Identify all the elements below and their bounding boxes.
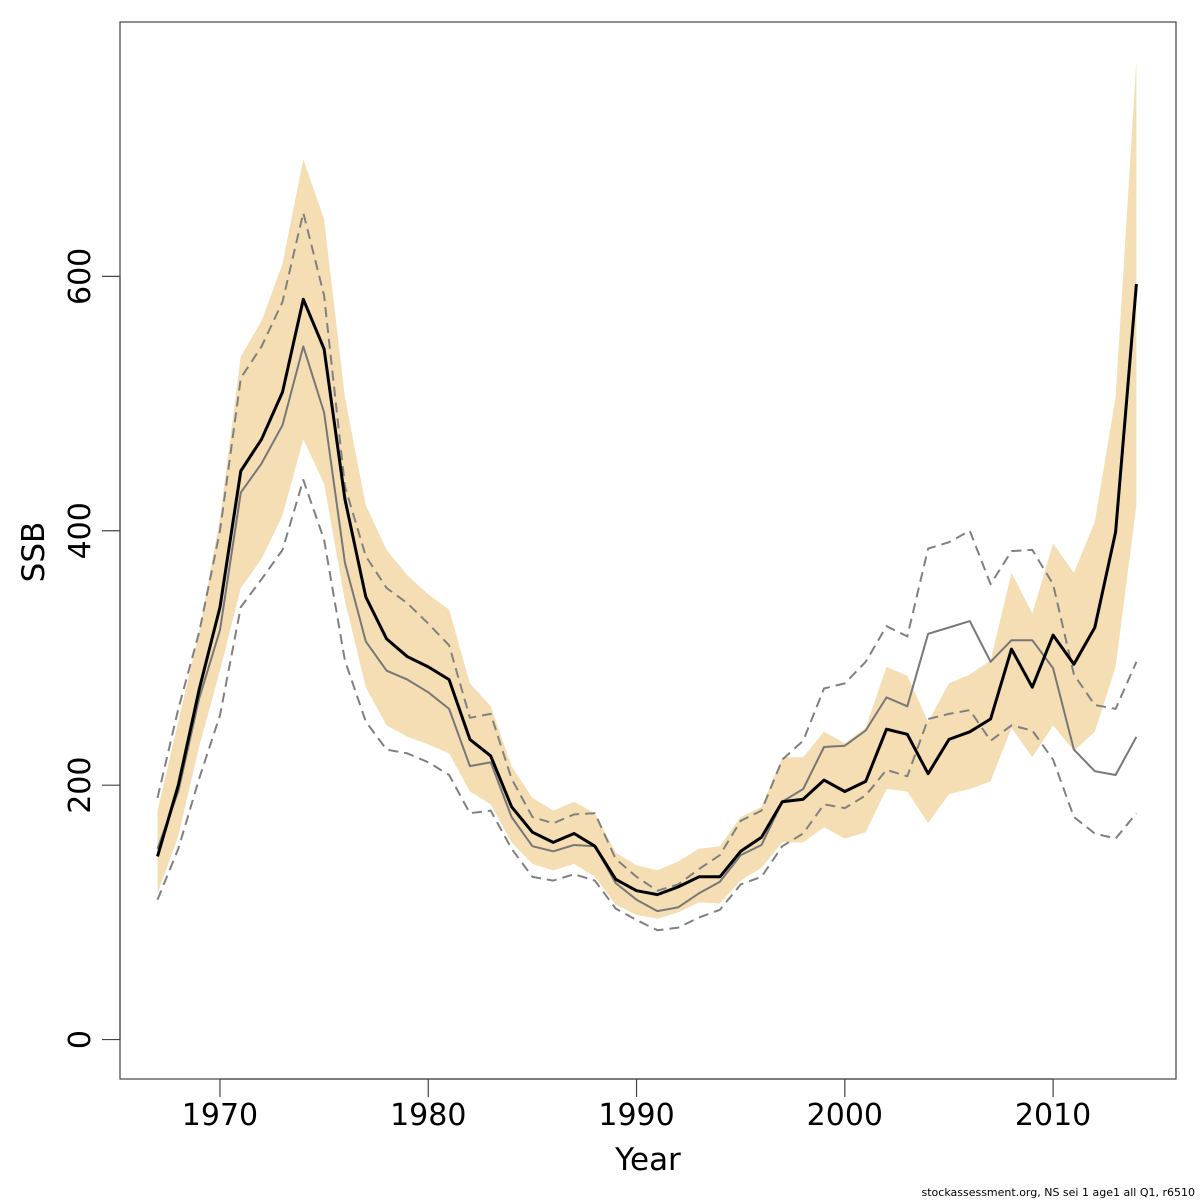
y-tick-label: 0 (63, 1030, 98, 1049)
x-tick-label: 2000 (807, 1098, 883, 1133)
series-line (156, 283, 1138, 897)
y-tick-label: 600 (63, 248, 98, 305)
series-line (156, 478, 1138, 932)
series-line (156, 211, 1138, 892)
series-line (156, 345, 1138, 913)
confidence-band (157, 60, 1137, 919)
x-tick-label: 2010 (1015, 1098, 1091, 1133)
y-tick-label: 400 (63, 502, 98, 559)
y-tick-label: 200 (63, 757, 98, 814)
x-axis-title: Year (614, 1142, 681, 1178)
footnote: stockassessment.org, NS sei 1 age1 all Q… (922, 1186, 1196, 1199)
x-tick-label: 1970 (182, 1098, 258, 1133)
y-axis-title: SSB (16, 522, 52, 583)
x-tick-label: 1990 (598, 1098, 674, 1133)
x-tick-label: 1980 (390, 1098, 466, 1133)
